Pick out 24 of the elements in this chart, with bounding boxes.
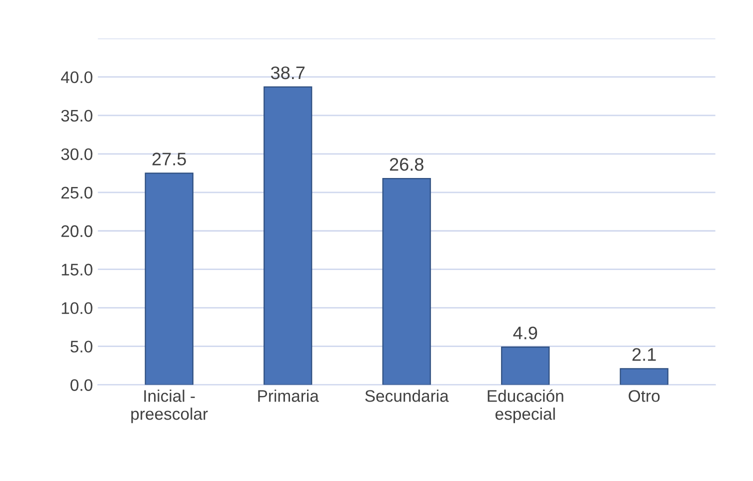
- x-tick-label: Primaria: [258, 390, 319, 402]
- data-label: 2.1: [632, 348, 656, 361]
- bar: [620, 368, 668, 385]
- y-tick-label: 20.0: [61, 225, 92, 238]
- x-tick-label: Secundaria: [365, 390, 449, 402]
- data-label: 38.7: [270, 66, 305, 80]
- y-tick-label: 30.0: [61, 148, 92, 160]
- y-tick-label: 10.0: [62, 302, 92, 314]
- bar: [501, 346, 550, 385]
- x-tick-label: Educación especial: [488, 389, 564, 424]
- y-tick-label: 35.0: [61, 110, 92, 122]
- y-tick-label: 15.0: [62, 264, 92, 276]
- y-tick-label: 5.0: [70, 340, 92, 353]
- x-tick-label: Inicial - preescolar: [131, 390, 208, 424]
- data-label: 26.8: [390, 158, 424, 171]
- y-tick-label: 25.0: [61, 186, 92, 199]
- y-tick-label: 40.0: [60, 71, 92, 84]
- data-label: 27.5: [152, 152, 186, 166]
- y-tick-label: 0.0: [70, 379, 92, 392]
- bar: [144, 172, 194, 385]
- data-label: 4.9: [513, 326, 538, 340]
- x-tick-label: Otro: [628, 390, 660, 402]
- bar: [382, 178, 431, 385]
- bar: [264, 86, 312, 385]
